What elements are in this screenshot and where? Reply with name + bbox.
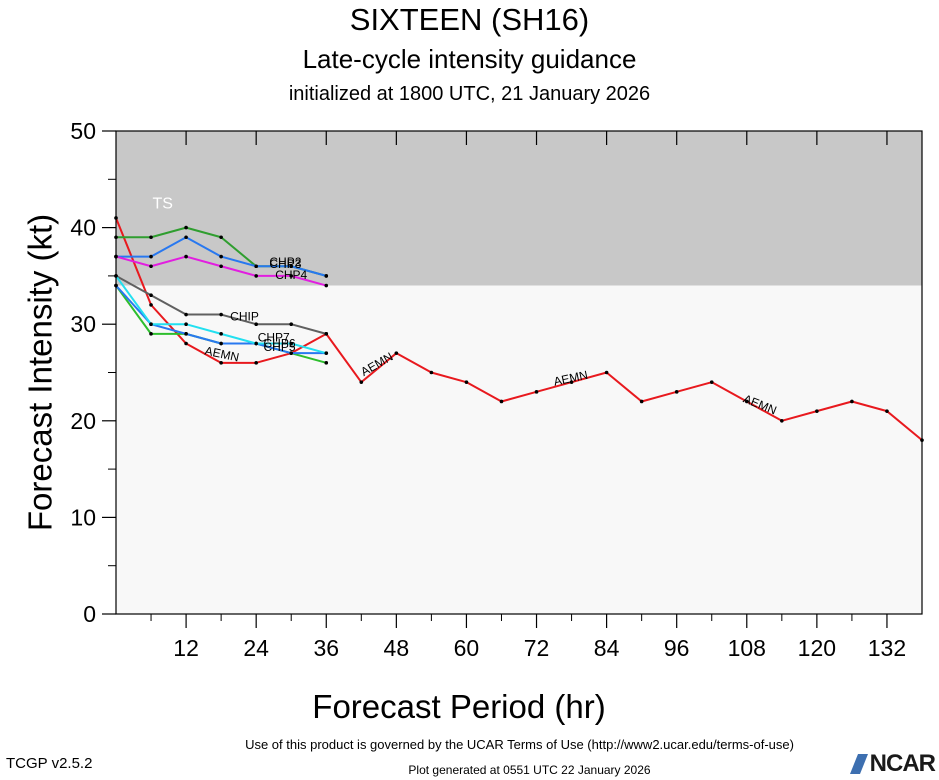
data-point bbox=[184, 332, 188, 336]
data-point bbox=[324, 332, 329, 336]
data-point bbox=[499, 399, 504, 404]
x-tick-label: 60 bbox=[454, 635, 480, 661]
data-point bbox=[815, 409, 819, 413]
data-point bbox=[219, 264, 223, 269]
data-point bbox=[394, 351, 399, 355]
data-point bbox=[289, 264, 294, 269]
data-point bbox=[219, 254, 223, 259]
x-tick-label: 120 bbox=[798, 635, 836, 661]
data-point bbox=[885, 409, 889, 413]
series-label: CHP4 bbox=[275, 268, 307, 282]
x-tick-label: 108 bbox=[728, 635, 766, 661]
generated-time: Plot generated at 0551 UTC 22 January 20… bbox=[408, 763, 651, 777]
intensity-band bbox=[116, 285, 922, 614]
band-label-ts: TS bbox=[152, 195, 172, 212]
data-point bbox=[219, 235, 223, 240]
y-tick-label: 50 bbox=[70, 118, 96, 144]
terms-of-use: Use of this product is governed by the U… bbox=[245, 737, 794, 752]
x-tick-label: 84 bbox=[594, 635, 620, 661]
y-axis-label: Forecast Intensity (kt) bbox=[22, 214, 59, 531]
data-point bbox=[254, 341, 258, 346]
data-point bbox=[780, 419, 784, 423]
version-label: TCGP v2.5.2 bbox=[6, 755, 93, 772]
chart-subtitle: Late-cycle intensity guidance bbox=[302, 44, 637, 74]
series-label: CHIP bbox=[230, 309, 259, 323]
ncar-swoosh-icon bbox=[849, 754, 868, 774]
data-point bbox=[464, 380, 469, 384]
initialization-time: initialized at 1800 UTC, 21 January 2026 bbox=[288, 83, 651, 105]
data-point bbox=[149, 254, 153, 259]
data-point bbox=[604, 370, 609, 375]
data-point bbox=[184, 254, 188, 259]
series-line-aemn bbox=[115, 217, 923, 441]
data-point bbox=[744, 399, 749, 404]
intensity-band bbox=[116, 131, 922, 286]
data-point bbox=[149, 264, 153, 269]
data-point bbox=[289, 341, 294, 346]
data-point bbox=[219, 312, 223, 317]
data-point bbox=[149, 235, 153, 240]
data-point bbox=[149, 322, 153, 327]
data-point bbox=[674, 390, 679, 394]
data-point bbox=[324, 283, 329, 288]
data-point bbox=[639, 399, 644, 404]
y-tick-label: 30 bbox=[70, 311, 96, 337]
data-point bbox=[184, 322, 188, 327]
data-point bbox=[254, 264, 258, 269]
data-point bbox=[219, 341, 223, 346]
data-point bbox=[184, 235, 188, 240]
x-tick-label: 36 bbox=[313, 635, 339, 661]
series-label: CHP2 bbox=[269, 255, 301, 269]
data-point bbox=[289, 322, 294, 327]
y-tick-label: 10 bbox=[70, 504, 96, 530]
chart-title: SIXTEEN (SH16) bbox=[349, 2, 590, 37]
data-point bbox=[324, 361, 329, 365]
data-point bbox=[709, 380, 714, 384]
x-tick-label: 96 bbox=[664, 635, 690, 661]
data-point bbox=[534, 390, 539, 394]
x-axis-label: Forecast Period (hr) bbox=[312, 688, 605, 725]
x-tick-label: 12 bbox=[173, 635, 199, 661]
data-point bbox=[850, 399, 854, 404]
series-label: CHP3 bbox=[269, 257, 301, 271]
data-point bbox=[184, 341, 188, 346]
data-point bbox=[324, 274, 329, 278]
data-point bbox=[324, 351, 329, 355]
series-label: CHP5 bbox=[264, 340, 296, 354]
series-label: CHP7 bbox=[258, 331, 290, 345]
x-tick-label: 132 bbox=[868, 635, 906, 661]
data-point bbox=[184, 312, 188, 317]
data-point bbox=[289, 351, 294, 355]
data-point bbox=[219, 361, 223, 365]
y-tick-label: 0 bbox=[83, 601, 96, 627]
x-tick-label: 24 bbox=[243, 635, 269, 661]
series-label: CHP6 bbox=[264, 336, 296, 350]
x-tick-label: 48 bbox=[384, 635, 410, 661]
data-point bbox=[219, 332, 223, 336]
data-point bbox=[254, 361, 258, 365]
ncar-logo: NCAR bbox=[848, 750, 936, 778]
data-point bbox=[149, 293, 153, 298]
data-point bbox=[289, 274, 294, 278]
data-point bbox=[569, 380, 574, 384]
data-point bbox=[359, 380, 364, 384]
data-point bbox=[254, 322, 258, 327]
data-point bbox=[149, 332, 153, 336]
data-point bbox=[254, 274, 258, 278]
data-point bbox=[429, 370, 434, 375]
y-tick-label: 20 bbox=[70, 408, 96, 434]
data-point bbox=[184, 225, 188, 230]
y-tick-label: 40 bbox=[70, 215, 96, 241]
data-point bbox=[149, 303, 153, 307]
x-tick-label: 72 bbox=[524, 635, 550, 661]
ncar-logo-text: NCAR bbox=[869, 750, 936, 777]
